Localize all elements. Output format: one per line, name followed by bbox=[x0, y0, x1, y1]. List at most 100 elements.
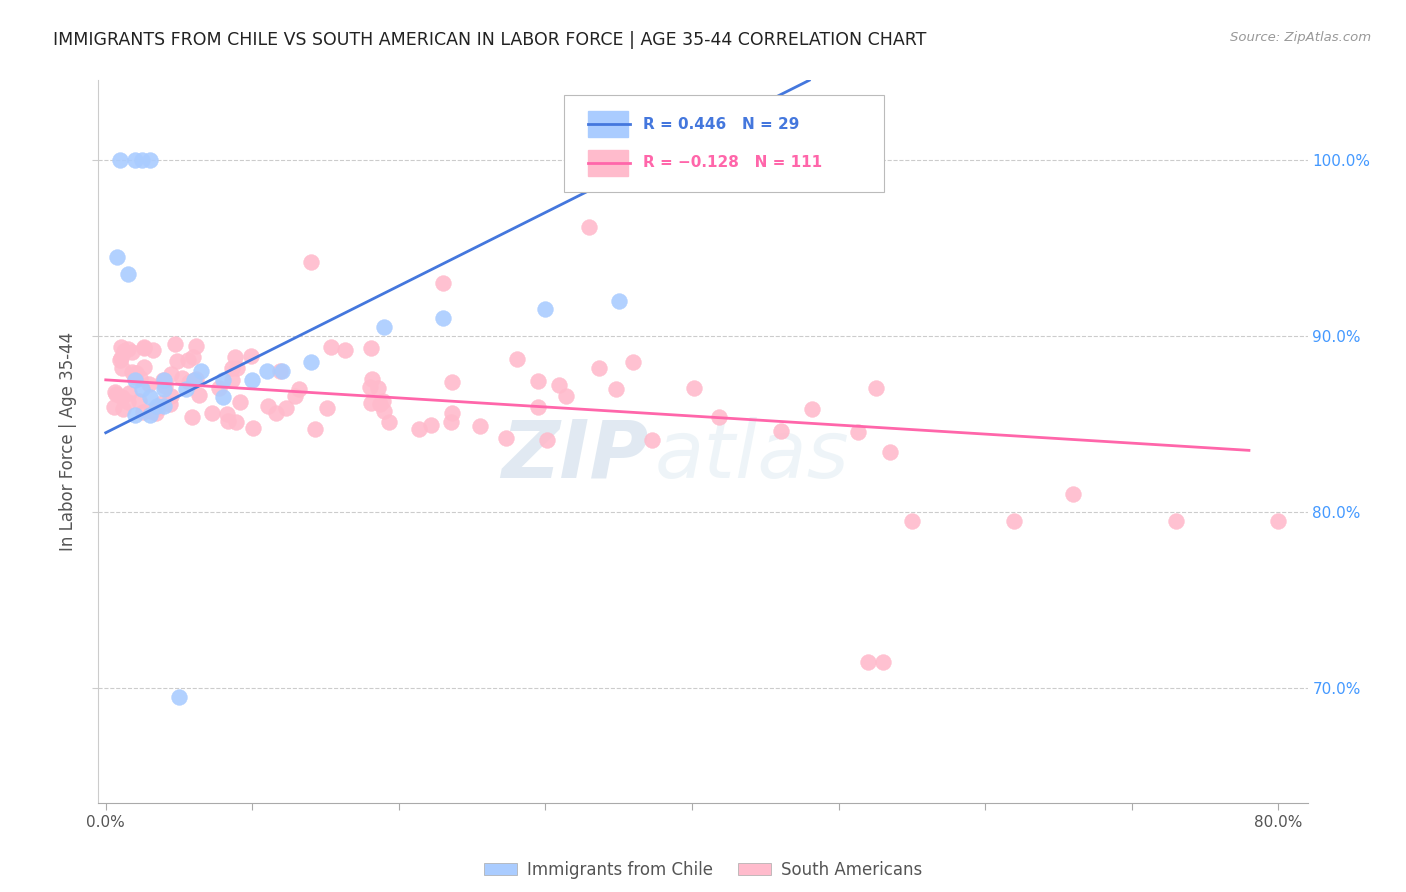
Point bbox=[333, 343, 356, 357]
Point bbox=[183, 373, 205, 387]
Point bbox=[224, 350, 246, 364]
Point bbox=[377, 415, 399, 429]
Bar bbox=[588, 112, 628, 137]
Point bbox=[138, 391, 160, 405]
Point bbox=[103, 400, 125, 414]
Point bbox=[801, 401, 824, 416]
Point bbox=[110, 153, 132, 167]
Point bbox=[373, 320, 395, 334]
Point bbox=[160, 368, 183, 382]
Point bbox=[132, 359, 155, 374]
Point bbox=[153, 373, 176, 387]
Point bbox=[163, 337, 186, 351]
Point bbox=[146, 399, 169, 413]
Point bbox=[215, 408, 238, 422]
Point bbox=[129, 371, 152, 385]
Point bbox=[269, 364, 291, 378]
Point bbox=[111, 390, 134, 404]
Text: IMMIGRANTS FROM CHILE VS SOUTH AMERICAN IN LABOR FORCE | AGE 35-44 CORRELATION C: IMMIGRANTS FROM CHILE VS SOUTH AMERICAN … bbox=[53, 31, 927, 49]
Point bbox=[536, 433, 558, 447]
Point bbox=[117, 267, 139, 281]
Point bbox=[226, 360, 249, 375]
Point bbox=[142, 343, 165, 358]
Legend: Immigrants from Chile, South Americans: Immigrants from Chile, South Americans bbox=[477, 855, 929, 886]
Point bbox=[368, 397, 391, 411]
Point bbox=[128, 394, 150, 409]
Point bbox=[373, 403, 395, 417]
Point bbox=[1004, 514, 1026, 528]
Point bbox=[124, 369, 146, 384]
Point bbox=[468, 419, 491, 434]
Point bbox=[121, 365, 143, 379]
Point bbox=[229, 395, 252, 409]
Point bbox=[527, 374, 550, 388]
Text: Source: ZipAtlas.com: Source: ZipAtlas.com bbox=[1230, 31, 1371, 45]
Point bbox=[534, 302, 557, 317]
Point bbox=[212, 391, 235, 405]
Point bbox=[145, 406, 167, 420]
Point bbox=[112, 401, 135, 416]
Bar bbox=[588, 150, 628, 176]
Point bbox=[105, 386, 128, 401]
Point bbox=[288, 382, 311, 396]
Y-axis label: In Labor Force | Age 35-44: In Labor Force | Age 35-44 bbox=[59, 332, 77, 551]
Point bbox=[184, 372, 207, 386]
Point bbox=[153, 379, 176, 393]
Point bbox=[170, 371, 193, 385]
Point bbox=[124, 153, 146, 167]
Point bbox=[117, 395, 139, 409]
Point bbox=[124, 373, 146, 387]
Point bbox=[865, 381, 887, 395]
Point bbox=[505, 351, 527, 366]
Point bbox=[117, 342, 139, 356]
Point bbox=[408, 422, 430, 436]
Point bbox=[240, 373, 263, 387]
Point bbox=[242, 421, 264, 435]
Point bbox=[221, 360, 243, 375]
Point bbox=[187, 388, 209, 402]
Point bbox=[872, 655, 894, 669]
Point bbox=[441, 375, 464, 389]
Point bbox=[683, 381, 706, 395]
Point bbox=[274, 401, 297, 415]
Point bbox=[605, 383, 627, 397]
Point bbox=[555, 389, 578, 403]
Point bbox=[218, 414, 240, 428]
Point bbox=[208, 381, 231, 395]
Point bbox=[495, 431, 517, 445]
Point bbox=[361, 372, 384, 386]
Point bbox=[641, 433, 664, 447]
Point bbox=[160, 389, 183, 403]
Point bbox=[167, 690, 190, 704]
Point bbox=[856, 655, 879, 669]
Point bbox=[138, 408, 160, 422]
Point bbox=[264, 406, 287, 420]
Point bbox=[1062, 487, 1084, 501]
Point bbox=[146, 401, 169, 416]
Point bbox=[110, 340, 132, 354]
Point bbox=[150, 396, 173, 410]
Point bbox=[153, 382, 176, 396]
Point bbox=[107, 250, 129, 264]
Text: atlas: atlas bbox=[655, 417, 849, 495]
Point bbox=[371, 393, 394, 408]
Point bbox=[132, 341, 155, 355]
Point bbox=[1164, 514, 1187, 528]
Point bbox=[183, 351, 205, 365]
Text: R = −0.128   N = 111: R = −0.128 N = 111 bbox=[643, 155, 821, 170]
Point bbox=[110, 353, 132, 368]
Point bbox=[621, 355, 644, 369]
Point bbox=[201, 406, 224, 420]
Point bbox=[225, 415, 247, 429]
Point bbox=[901, 514, 924, 528]
Text: R = 0.446   N = 29: R = 0.446 N = 29 bbox=[643, 117, 799, 132]
Point bbox=[879, 444, 901, 458]
Point bbox=[131, 153, 153, 167]
Point bbox=[440, 406, 463, 420]
Point bbox=[440, 415, 463, 429]
Point bbox=[180, 410, 202, 425]
Point bbox=[256, 364, 278, 378]
Point bbox=[132, 405, 155, 419]
Point bbox=[166, 354, 188, 368]
Point bbox=[153, 399, 176, 413]
